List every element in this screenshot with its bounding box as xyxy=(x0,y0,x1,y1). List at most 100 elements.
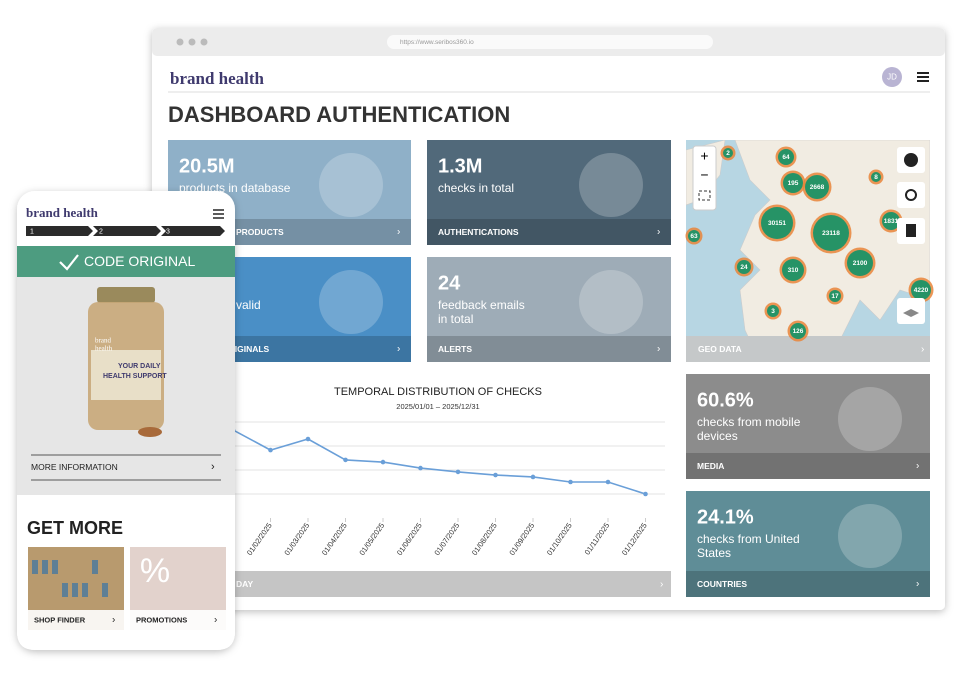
point xyxy=(343,457,348,463)
cluster-label: 2 xyxy=(726,150,730,157)
cluster[interactable] xyxy=(805,175,829,199)
cluster-label: 1831 xyxy=(884,218,899,225)
chevron: › xyxy=(916,579,919,590)
tile[interactable] xyxy=(686,491,930,597)
tile-icon xyxy=(579,153,643,217)
cluster-label: 310 xyxy=(788,267,799,274)
chevron: › xyxy=(211,461,215,473)
tile-icon xyxy=(319,270,383,334)
cluster[interactable] xyxy=(829,290,841,302)
tile-footer: AUTHENTICATIONS xyxy=(438,227,519,237)
cluster[interactable] xyxy=(737,260,751,274)
chevron: › xyxy=(112,615,115,626)
cluster[interactable] xyxy=(790,323,806,339)
map-footer: GEO DATA xyxy=(698,344,742,354)
cluster-label: 126 xyxy=(793,328,804,335)
step: 2 xyxy=(99,228,103,235)
get-more: GET MORE xyxy=(27,518,123,538)
tile-value: 60.6% xyxy=(697,389,754,411)
cluster[interactable] xyxy=(871,172,881,182)
chart-title: TEMPORAL DISTRIBUTION OF CHECKS xyxy=(334,386,542,398)
tile-value: 24.1% xyxy=(697,506,754,528)
phone-menu[interactable] xyxy=(213,209,224,219)
locate-button[interactable] xyxy=(897,182,925,208)
map-controls: + − xyxy=(692,145,925,324)
point xyxy=(605,479,611,485)
fullscreen[interactable] xyxy=(698,190,711,201)
cluster[interactable] xyxy=(767,305,779,317)
tile-footer: ALERTS xyxy=(438,344,472,354)
chevron: › xyxy=(916,461,919,472)
url: https://www.seribos360.io xyxy=(400,39,474,46)
tile-caption: in total xyxy=(438,312,473,326)
menu-icon[interactable] xyxy=(917,72,929,82)
tile[interactable] xyxy=(427,257,671,362)
tile-value: 24 xyxy=(438,272,461,294)
jar-brand: brand xyxy=(95,337,111,345)
cluster[interactable] xyxy=(813,215,849,251)
banner: CODE ORIGINAL xyxy=(84,253,195,269)
jar-claim: HEALTH SUPPORT xyxy=(103,373,167,380)
cluster-label: 3 xyxy=(771,308,775,315)
tile-caption: checks in total xyxy=(438,181,514,195)
point xyxy=(268,447,273,453)
tile-icon xyxy=(319,153,383,217)
cluster[interactable] xyxy=(782,259,804,281)
zoom-out[interactable]: − xyxy=(700,167,708,183)
chart-subtitle: 2025/01/01 – 2025/12/31 xyxy=(396,402,479,411)
chevron: › xyxy=(657,227,660,238)
cluster[interactable] xyxy=(911,280,931,300)
tile-footer: ORIGINALS xyxy=(222,344,270,354)
tile-caption: checks from mobile xyxy=(697,415,801,429)
card-label[interactable]: PROMOTIONS xyxy=(136,615,187,624)
card-label[interactable]: SHOP FINDER xyxy=(34,615,86,624)
jar-claim: YOUR DAILY xyxy=(118,363,161,370)
cluster-label: 63 xyxy=(690,233,698,240)
point xyxy=(380,459,386,465)
tile-caption: States xyxy=(697,546,731,560)
avatar-initials: JD xyxy=(887,73,897,82)
chevron: › xyxy=(397,344,400,355)
cluster-label: 17 xyxy=(831,293,839,300)
tile-icon xyxy=(579,270,643,334)
zoom-in[interactable]: + xyxy=(700,148,708,164)
tile[interactable] xyxy=(686,374,930,479)
tile-footer: MEDIA xyxy=(697,461,724,471)
phone: brand health 1 2 3 CODE ORIGINAL brand h… xyxy=(17,191,235,650)
point xyxy=(643,491,648,497)
promo-symbol: % xyxy=(140,552,170,590)
tile-value: 20.5M xyxy=(179,155,235,177)
step: 1 xyxy=(30,228,34,235)
tile-footer-bar xyxy=(427,219,671,245)
cluster[interactable] xyxy=(778,149,794,165)
point xyxy=(305,436,311,442)
chevron: › xyxy=(397,227,400,238)
cluster[interactable] xyxy=(761,207,793,239)
more-information[interactable]: MORE INFORMATION xyxy=(31,462,118,472)
chart-footer: DAY xyxy=(236,579,253,589)
point xyxy=(455,469,461,475)
point xyxy=(493,472,498,478)
tile-value: 1.3M xyxy=(438,155,482,177)
tile-icon xyxy=(838,504,902,568)
cluster-label: 23118 xyxy=(822,230,840,237)
tile-footer-bar xyxy=(686,453,930,479)
avatar[interactable] xyxy=(882,67,902,87)
cluster[interactable] xyxy=(882,212,900,230)
cluster[interactable] xyxy=(688,230,700,242)
url-bar[interactable] xyxy=(387,35,713,49)
page-title: DASHBOARD AUTHENTICATION xyxy=(168,102,510,127)
cluster[interactable] xyxy=(723,148,733,158)
chevron: › xyxy=(657,344,660,355)
cluster-label: 2668 xyxy=(810,184,825,191)
cluster-label: 2100 xyxy=(853,260,868,267)
phone-logo: brand health xyxy=(26,205,99,220)
tile[interactable] xyxy=(427,140,671,245)
cluster[interactable] xyxy=(783,173,803,193)
chevron: › xyxy=(921,344,924,355)
tile-caption: feedback emails xyxy=(438,298,525,312)
cluster-label: 8 xyxy=(874,174,878,181)
cluster[interactable] xyxy=(847,250,873,276)
point xyxy=(568,479,573,485)
